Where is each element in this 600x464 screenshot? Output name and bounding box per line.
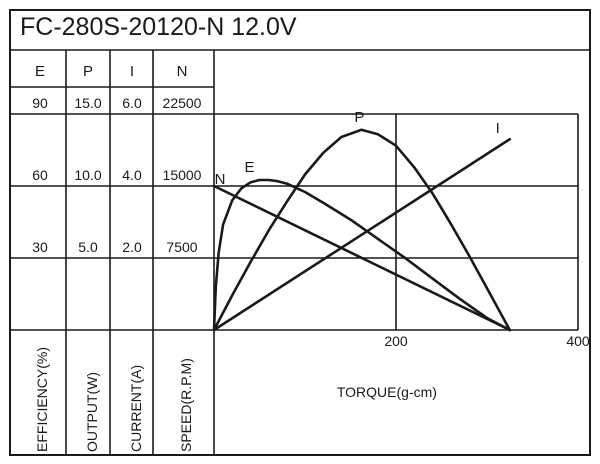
tick-label: 6.0 (122, 95, 142, 111)
chart-grid (10, 113, 578, 330)
tick-label: 7500 (166, 239, 197, 255)
x-tick-label: 200 (384, 333, 408, 349)
axis-labels: EFFICIENCY(%) OUTPUT(W) CURRENT(A) SPEED(R.… (34, 347, 437, 452)
series-p-curve (212, 128, 512, 332)
tick-label: 22500 (163, 95, 202, 111)
chart-title: FC-280S-20120-N 12.0V (20, 13, 297, 41)
tick-label: 10.0 (74, 167, 101, 183)
axis-label-e: EFFICIENCY(%) (34, 347, 50, 452)
series-n-curve (212, 184, 512, 332)
series-labels: N I P E (215, 109, 500, 188)
tick-label: 4.0 (122, 167, 142, 183)
tick-label: 15000 (163, 167, 202, 183)
series-curves (212, 128, 512, 332)
axis-label-i: CURRENT(A) (128, 365, 144, 452)
x-axis-label: TORQUE(g-cm) (337, 384, 437, 400)
chart-frame (9, 9, 591, 456)
axis-label-n: SPEED(R.P.M) (178, 358, 194, 452)
tick-label: 90 (32, 95, 48, 111)
axis-label-p: OUTPUT(W) (84, 372, 100, 452)
series-label-p: P (354, 109, 364, 126)
series-label-n: N (215, 171, 226, 188)
outer-border (9, 9, 591, 456)
axis-tick-labels: 90 60 30 15.0 10.0 5.0 6.0 4.0 2.0 22500 15000 7500… (32, 95, 590, 349)
tick-label: 2.0 (122, 239, 142, 255)
series-label-e: E (244, 159, 254, 176)
series-label-i: I (496, 120, 500, 137)
x-tick-label: 400 (566, 333, 590, 349)
tick-label: 30 (32, 239, 48, 255)
column-header-i: I (130, 63, 134, 80)
column-header-n: N (177, 63, 188, 80)
tick-label: 5.0 (78, 239, 98, 255)
tick-label: 60 (32, 167, 48, 183)
column-header-p: P (83, 63, 93, 80)
series-e-curve (212, 178, 512, 332)
tick-label: 15.0 (74, 95, 101, 111)
column-header-e: E (35, 63, 45, 80)
series-i-curve (212, 137, 512, 332)
